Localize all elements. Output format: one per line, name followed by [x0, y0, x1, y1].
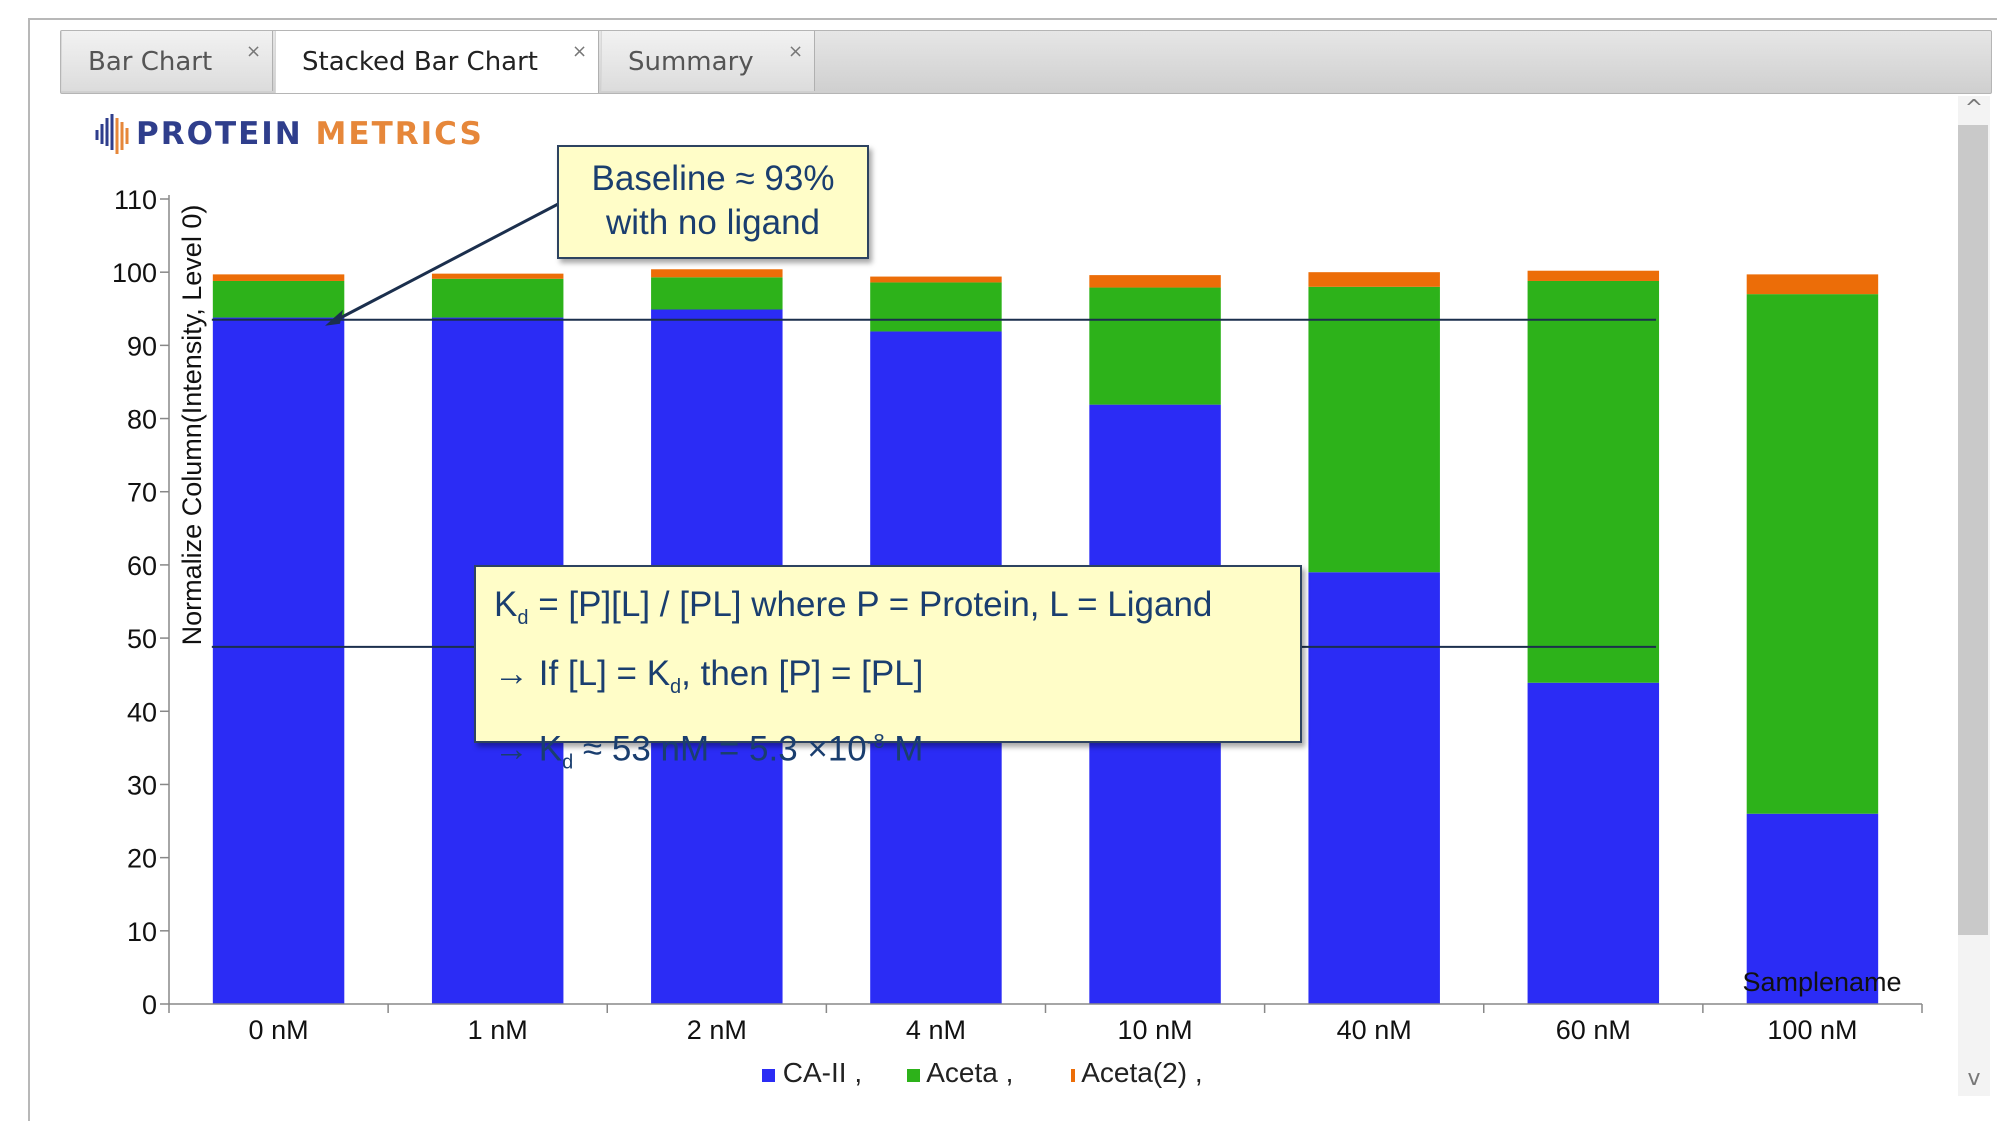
baseline-callout-line: with no ligand: [605, 203, 821, 242]
y-tick-label: 110: [114, 185, 157, 215]
kd-subscript: d: [517, 607, 529, 629]
legend-swatch-icon: [907, 1069, 920, 1082]
bar-segment-aceta: [870, 282, 1002, 332]
x-tick-label: 100 nM: [1767, 1015, 1857, 1045]
legend-swatch-icon: [1071, 1069, 1075, 1082]
kd-text: M: [884, 729, 924, 769]
kd-text: → K: [494, 729, 563, 769]
tab-label: Bar Chart: [88, 47, 213, 77]
kd-text: , then [P] = [PL]: [681, 654, 924, 693]
logo-mark-icon: [95, 114, 129, 154]
scroll-down-arrow-icon[interactable]: v: [1967, 1066, 1981, 1091]
scrollbar-thumb[interactable]: [1958, 125, 1988, 935]
tab-stacked-bar-chart[interactable]: Stacked Bar Chart ×: [275, 31, 599, 93]
tab-bar-chart[interactable]: Bar Chart ×: [61, 31, 273, 91]
bar-segment-aceta: [1308, 286, 1440, 573]
y-tick-label: 70: [127, 478, 157, 508]
y-tick-label: 0: [142, 990, 157, 1020]
x-tick-label: 10 nM: [1118, 1015, 1193, 1045]
legend-label: Aceta(2) ,: [1081, 1057, 1203, 1088]
bar-segment-ca-ii: [1527, 682, 1660, 1004]
y-tick-label: 90: [127, 331, 157, 361]
y-tick-label: 40: [127, 697, 157, 727]
legend-item-aceta[interactable]: Aceta ,: [907, 1057, 1013, 1089]
kd-callout-line: Kd = [P][L] / [PL] where P = Protein, L …: [494, 577, 1300, 646]
bar-segment-aceta: [651, 277, 783, 310]
y-tick-label: 20: [127, 844, 157, 874]
bar-segment-aceta-2: [212, 274, 345, 281]
x-tick-label: 4 nM: [906, 1015, 966, 1045]
logo-text: PROTEIN METRICS: [136, 116, 484, 152]
kd-text: K: [494, 585, 518, 624]
x-tick-label: 1 nM: [468, 1015, 528, 1045]
callout-pointer-arrow-icon: [325, 309, 343, 326]
bar-segment-aceta: [431, 278, 564, 318]
bar-segment-aceta-2: [431, 273, 564, 279]
bar-segment-aceta: [212, 280, 345, 318]
legend-item-ca-ii[interactable]: CA-II ,: [762, 1057, 862, 1089]
bar-segment-ca-ii: [212, 317, 345, 1004]
x-axis-label: Samplename: [1742, 967, 1901, 997]
baseline-callout: Baseline ≈ 93% with no ligand: [557, 145, 869, 259]
kd-subscript: d: [562, 751, 574, 774]
logo-word-protein: PROTEIN: [136, 116, 303, 152]
protein-metrics-logo: PROTEIN METRICS: [94, 112, 482, 156]
y-tick-label: 100: [112, 258, 157, 288]
bar-segment-aceta: [1527, 280, 1660, 683]
kd-callout-line: → Kd ≈ 53 nM = 5.3 ×10-8 M: [494, 715, 1300, 791]
close-icon[interactable]: ×: [572, 41, 588, 62]
legend-swatch-icon: [762, 1069, 775, 1082]
bar-segment-aceta: [1089, 287, 1221, 405]
y-tick-label: 80: [127, 405, 157, 435]
callout-pointer-line: [332, 200, 563, 324]
legend-label: CA-II ,: [782, 1057, 863, 1088]
bar-segment-aceta-2: [870, 276, 1002, 283]
tab-label: Stacked Bar Chart: [302, 47, 538, 77]
bar-segment-aceta-2: [1746, 274, 1879, 295]
legend-label: Aceta ,: [926, 1057, 1014, 1088]
bar-segment-aceta-2: [1308, 272, 1440, 287]
close-icon[interactable]: ×: [246, 41, 262, 62]
tab-summary[interactable]: Summary ×: [601, 31, 815, 91]
kd-callout: Kd = [P][L] / [PL] where P = Protein, L …: [474, 565, 1302, 774]
y-tick-label: 30: [127, 770, 157, 800]
bar-segment-aceta-2: [1527, 270, 1660, 281]
x-tick-label: 40 nM: [1337, 1015, 1412, 1045]
bar-segment-ca-ii: [1746, 813, 1879, 1004]
bar-segment-aceta-2: [1089, 275, 1221, 288]
scroll-up-arrow-icon[interactable]: ^: [1964, 96, 1984, 121]
y-tick-label: 10: [127, 917, 157, 947]
legend-item-aceta-2[interactable]: Aceta(2) ,: [1071, 1057, 1203, 1089]
x-tick-label: 60 nM: [1556, 1015, 1631, 1045]
tab-label: Summary: [628, 47, 754, 77]
logo-word-metrics: METRICS: [315, 116, 484, 152]
y-axis-label: Normalize Column(Intensity, Level 0): [177, 205, 207, 646]
kd-text: = [P][L] / [PL] where P = Protein, L = L…: [528, 585, 1213, 624]
bar-segment-aceta-2: [651, 269, 783, 278]
x-tick-label: 0 nM: [249, 1015, 309, 1045]
kd-callout-line: → If [L] = Kd, then [P] = [PL]: [494, 646, 1300, 715]
kd-text: → If [L] = K: [494, 654, 671, 693]
bar-segment-ca-ii: [1308, 572, 1440, 1004]
kd-subscript: d: [670, 676, 682, 698]
tab-bar: Bar Chart × Stacked Bar Chart × Summary …: [60, 30, 1992, 94]
x-tick-label: 2 nM: [687, 1015, 747, 1045]
y-tick-label: 60: [127, 551, 157, 581]
close-icon[interactable]: ×: [788, 41, 804, 62]
baseline-callout-line: Baseline ≈ 93%: [591, 159, 835, 198]
kd-text: ≈ 53 nM = 5.3 ×10: [573, 729, 867, 769]
y-tick-label: 50: [127, 624, 157, 654]
bar-segment-aceta: [1746, 294, 1879, 814]
kd-superscript: -8: [866, 731, 885, 753]
